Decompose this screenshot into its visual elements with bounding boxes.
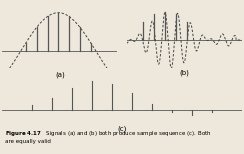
Text: (a): (a) xyxy=(55,72,65,78)
Text: (b): (b) xyxy=(179,70,189,76)
Text: (c): (c) xyxy=(117,125,127,132)
Text: $\mathbf{Figure\ 4.17}$   Signals (a) and (b) both produce sample sequence (c). : $\mathbf{Figure\ 4.17}$ Signals (a) and … xyxy=(5,129,212,144)
